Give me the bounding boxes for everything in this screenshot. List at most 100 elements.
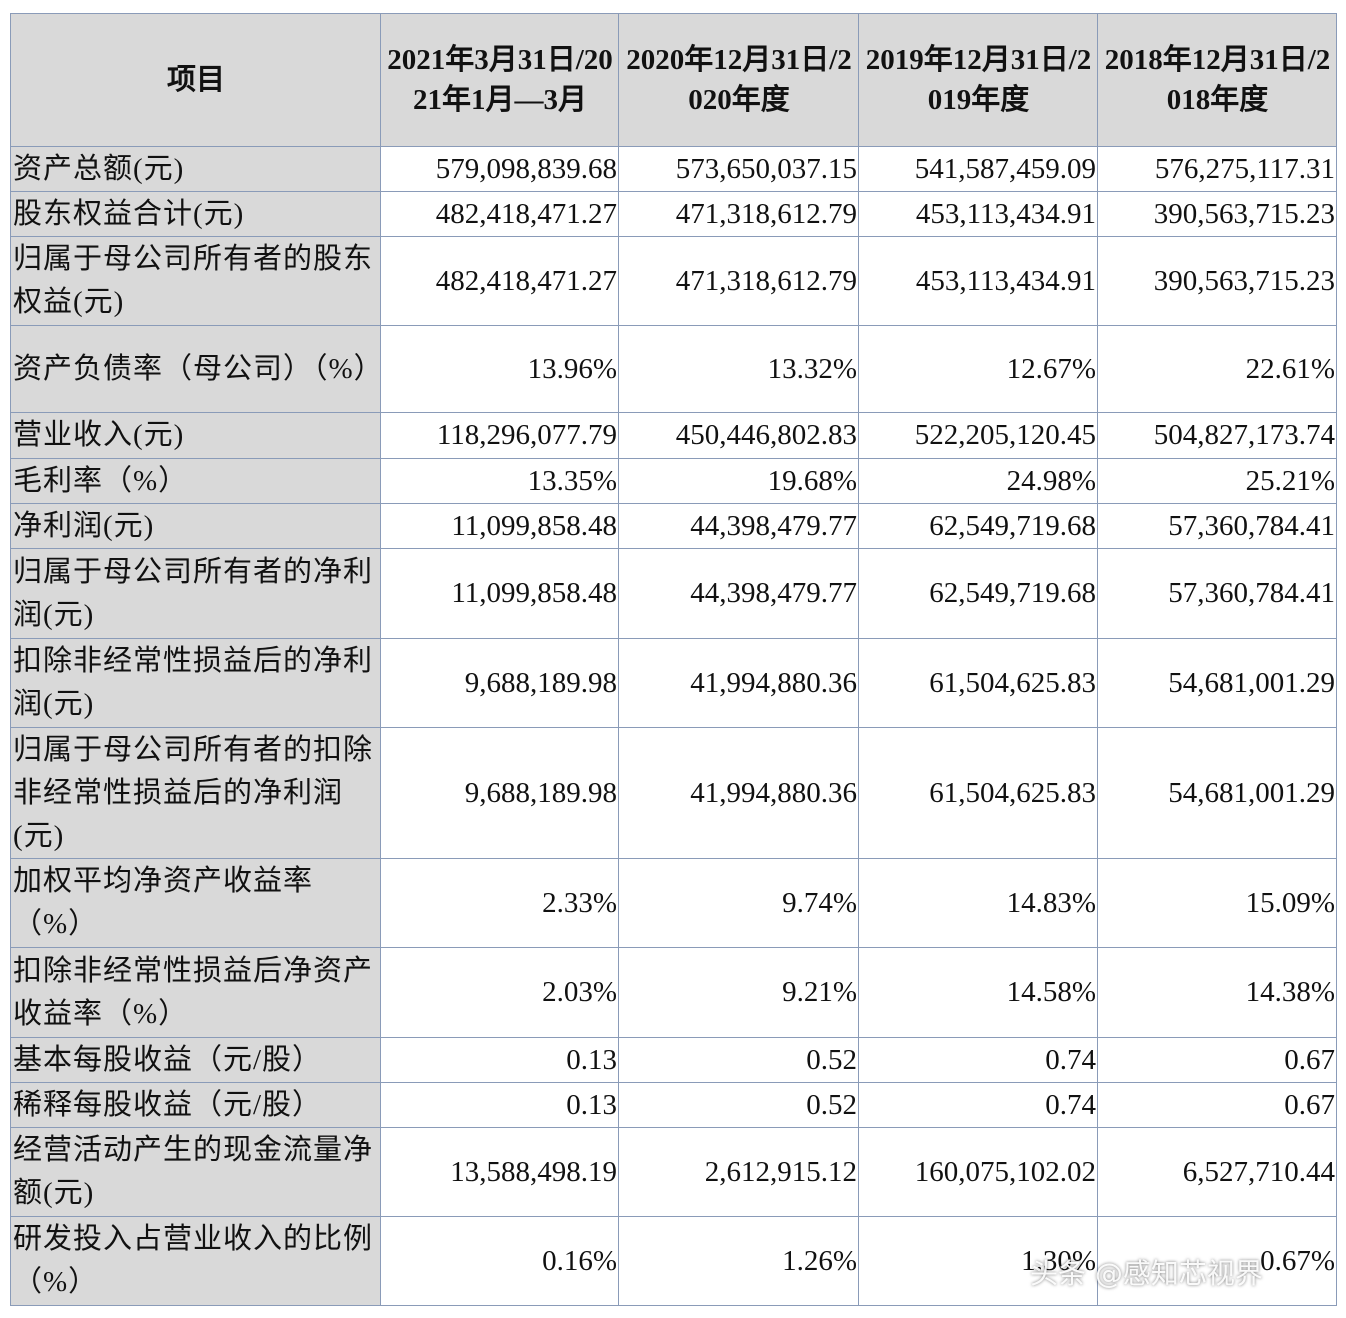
value-cell: 522,205,120.45 [858, 412, 1098, 459]
table-row: 经营活动产生的现金流量净额(元) 13,588,498.19 2,612,915.1… [10, 1127, 1337, 1217]
value-cell: 0.67 [1097, 1037, 1337, 1083]
value-cell: 482,418,471.27 [380, 236, 619, 326]
table-row: 资产总额(元) 579,098,839.68 573,650,037.15 541,5… [10, 146, 1337, 192]
value-cell: 1.30% [858, 1216, 1098, 1306]
table-row: 股东权益合计(元) 482,418,471.27 471,318,612.79 453… [10, 191, 1337, 237]
table-row: 归属于母公司所有者的股东权益(元) 482,418,471.27 471,318,6… [10, 236, 1337, 326]
table-row: 归属于母公司所有者的净利润(元) 11,099,858.48 44,398,479.… [10, 548, 1337, 639]
header-cell: 2018年12月31日/2018年度 [1097, 13, 1337, 147]
value-cell: 44,398,479.77 [618, 503, 859, 549]
value-cell: 482,418,471.27 [380, 191, 619, 237]
table-row: 净利润(元) 11,099,858.48 44,398,479.77 62,549,7… [10, 503, 1337, 549]
value-cell: 41,994,880.36 [618, 638, 859, 728]
table-row: 毛利率（%） 13.35% 19.68% 24.98% 25.21% [10, 458, 1337, 504]
table-row: 资产负债率（母公司）（%） 13.96% 13.32% 12.67% 22.61% [10, 325, 1337, 413]
value-cell: 9,688,189.98 [380, 638, 619, 728]
value-cell: 0.74 [858, 1037, 1098, 1083]
value-cell: 453,113,434.91 [858, 236, 1098, 326]
table-row: 稀释每股收益（元/股） 0.13 0.52 0.74 0.67 [10, 1082, 1337, 1128]
value-cell: 54,681,001.29 [1097, 727, 1337, 859]
value-cell: 2,612,915.12 [618, 1127, 859, 1217]
value-cell: 57,360,784.41 [1097, 503, 1337, 549]
value-cell: 0.52 [618, 1037, 859, 1083]
value-cell: 13.35% [380, 458, 619, 504]
value-cell: 118,296,077.79 [380, 412, 619, 459]
value-cell: 62,549,719.68 [858, 503, 1098, 549]
value-cell: 390,563,715.23 [1097, 191, 1337, 237]
value-cell: 0.16% [380, 1216, 619, 1306]
value-cell: 0.13 [380, 1082, 619, 1128]
value-cell: 390,563,715.23 [1097, 236, 1337, 326]
row-label: 股东权益合计(元) [10, 191, 381, 237]
value-cell: 54,681,001.29 [1097, 638, 1337, 728]
value-cell: 12.67% [858, 325, 1098, 413]
header-cell: 2019年12月31日/2019年度 [858, 13, 1098, 147]
row-label: 净利润(元) [10, 503, 381, 549]
watermark: 头条 @感知芯视界 [1030, 1257, 1263, 1290]
value-cell: 573,650,037.15 [618, 146, 859, 192]
value-cell: 471,318,612.79 [618, 236, 859, 326]
value-cell: 0.74 [858, 1082, 1098, 1128]
row-label: 毛利率（%） [10, 458, 381, 504]
value-cell: 24.98% [858, 458, 1098, 504]
value-cell: 576,275,117.31 [1097, 146, 1337, 192]
row-label: 资产负债率（母公司）（%） [10, 325, 381, 413]
value-cell: 13.96% [380, 325, 619, 413]
financial-table: 项目 2021年3月31日/2021年1月—3月 2020年12月31日/2020年… [10, 13, 1337, 1306]
value-cell: 0.67% [1097, 1216, 1337, 1306]
row-label: 扣除非经常性损益后的净利润(元) [10, 638, 381, 728]
value-cell: 11,099,858.48 [380, 503, 619, 549]
value-cell: 11,099,858.48 [380, 548, 619, 639]
value-cell: 160,075,102.02 [858, 1127, 1098, 1217]
value-cell: 19.68% [618, 458, 859, 504]
value-cell: 9.21% [618, 947, 859, 1038]
value-cell: 450,446,802.83 [618, 412, 859, 459]
row-label: 资产总额(元) [10, 146, 381, 192]
table-row: 营业收入(元) 118,296,077.79 450,446,802.83 522,2… [10, 412, 1337, 459]
value-cell: 0.52 [618, 1082, 859, 1128]
table-row: 扣除非经常性损益后的净利润(元) 9,688,189.98 41,994,880.3… [10, 638, 1337, 728]
value-cell: 13.32% [618, 325, 859, 413]
row-label: 归属于母公司所有者的股东权益(元) [10, 236, 381, 326]
value-cell: 2.03% [380, 947, 619, 1038]
value-cell: 9,688,189.98 [380, 727, 619, 859]
header-cell: 2020年12月31日/2020年度 [618, 13, 859, 147]
value-cell: 25.21% [1097, 458, 1337, 504]
value-cell: 13,588,498.19 [380, 1127, 619, 1217]
header-cell: 项目 [10, 13, 381, 147]
value-cell: 14.38% [1097, 947, 1337, 1038]
value-cell: 14.83% [858, 858, 1098, 948]
value-cell: 0.13 [380, 1037, 619, 1083]
value-cell: 57,360,784.41 [1097, 548, 1337, 639]
table-row: 扣除非经常性损益后净资产收益率（%） 2.03% 9.21% 14.58% 14.38% [10, 947, 1337, 1038]
row-label: 经营活动产生的现金流量净额(元) [10, 1127, 381, 1217]
table-row: 基本每股收益（元/股） 0.13 0.52 0.74 0.67 [10, 1037, 1337, 1083]
value-cell: 2.33% [380, 858, 619, 948]
row-label: 营业收入(元) [10, 412, 381, 459]
row-label: 基本每股收益（元/股） [10, 1037, 381, 1083]
header-row: 项目 2021年3月31日/2021年1月—3月 2020年12月31日/2020年… [10, 13, 1337, 147]
value-cell: 41,994,880.36 [618, 727, 859, 859]
value-cell: 471,318,612.79 [618, 191, 859, 237]
value-cell: 22.61% [1097, 325, 1337, 413]
table-row: 研发投入占营业收入的比例（%） 0.16% 1.26% 1.30% 0.67% [10, 1216, 1337, 1306]
value-cell: 6,527,710.44 [1097, 1127, 1337, 1217]
table-body: 资产总额(元) 579,098,839.68 573,650,037.15 541,5… [10, 146, 1337, 1306]
value-cell: 0.67 [1097, 1082, 1337, 1128]
value-cell: 62,549,719.68 [858, 548, 1098, 639]
value-cell: 15.09% [1097, 858, 1337, 948]
table-row: 加权平均净资产收益率（%） 2.33% 9.74% 14.83% 15.09% [10, 858, 1337, 948]
value-cell: 541,587,459.09 [858, 146, 1098, 192]
value-cell: 14.58% [858, 947, 1098, 1038]
value-cell: 504,827,173.74 [1097, 412, 1337, 459]
row-label: 扣除非经常性损益后净资产收益率（%） [10, 947, 381, 1038]
row-label: 归属于母公司所有者的净利润(元) [10, 548, 381, 639]
header-cell: 2021年3月31日/2021年1月—3月 [380, 13, 619, 147]
table-row: 归属于母公司所有者的扣除非经常性损益后的净利润(元) 9,688,189.98 41… [10, 727, 1337, 859]
value-cell: 1.26% [618, 1216, 859, 1306]
row-label: 归属于母公司所有者的扣除非经常性损益后的净利润(元) [10, 727, 381, 859]
row-label: 稀释每股收益（元/股） [10, 1082, 381, 1128]
value-cell: 61,504,625.83 [858, 727, 1098, 859]
value-cell: 579,098,839.68 [380, 146, 619, 192]
